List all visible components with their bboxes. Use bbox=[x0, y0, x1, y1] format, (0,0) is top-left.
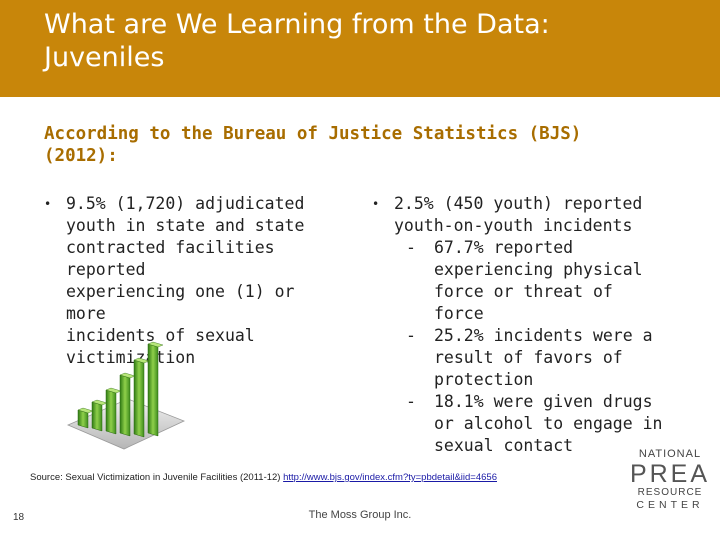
chart-bar bbox=[133, 359, 145, 438]
left-bullet: • 9.5% (1,720) adjudicated youth in stat… bbox=[44, 193, 344, 369]
slide-title: What are We Learning from the Data: Juve… bbox=[44, 8, 684, 74]
sub-bullet-item: - 67.7% reported experiencing physical f… bbox=[406, 237, 672, 325]
bullet-line: 2.5% (450 youth) reported bbox=[394, 194, 643, 213]
sub-bullet-line: result of favors of bbox=[434, 348, 623, 367]
page-number: 18 bbox=[13, 512, 25, 523]
source-citation: Source: Sexual Victimization in Juvenile… bbox=[30, 472, 497, 483]
subtitle-line: (2012): bbox=[44, 146, 118, 166]
chart-bars bbox=[77, 343, 159, 438]
chart-bar bbox=[91, 401, 103, 432]
chart-bar-tops bbox=[77, 341, 164, 414]
source-link[interactable]: http://www.bjs.gov/index.cfm?ty=pbdetail… bbox=[283, 472, 497, 483]
sub-bullet-text: 18.1% were given drugs or alcohol to eng… bbox=[434, 391, 662, 457]
slide-title-line: Juveniles bbox=[44, 42, 165, 73]
sub-bullet-line: force or threat of force bbox=[434, 282, 613, 323]
dash-marker: - bbox=[406, 326, 416, 345]
logo-line: CENTER bbox=[636, 499, 704, 511]
sub-bullet-line: experiencing physical bbox=[434, 260, 643, 279]
bullet-line: victimization bbox=[66, 348, 196, 367]
bullet-item: • 2.5% (450 youth) reported youth-on-you… bbox=[372, 193, 672, 237]
chart-bar-top bbox=[77, 407, 94, 414]
sub-bullet-line: protection bbox=[434, 370, 534, 389]
chart-bar-top bbox=[147, 341, 164, 348]
bullet-text: 9.5% (1,720) adjudicated youth in state … bbox=[66, 193, 344, 369]
title-banner: What are We Learning from the Data: Juve… bbox=[0, 0, 720, 97]
chart-bar bbox=[147, 343, 159, 437]
subtitle-line: According to the Bureau of Justice Stati… bbox=[44, 124, 582, 144]
sub-bullet-item: - 25.2% incidents were a result of favor… bbox=[406, 325, 672, 391]
chart-bar bbox=[105, 389, 117, 435]
bullet-line: contracted facilities reported bbox=[66, 238, 275, 279]
logo-line: RESOURCE bbox=[637, 487, 703, 498]
bullet-line: experiencing one (1) or more bbox=[66, 282, 295, 323]
bullet-line: youth-on-youth incidents bbox=[394, 216, 633, 235]
prea-logo: NATIONAL PREA RESOURCE CENTER bbox=[628, 448, 712, 512]
right-bullet: • 2.5% (450 youth) reported youth-on-you… bbox=[372, 193, 672, 457]
logo-line: NATIONAL bbox=[638, 448, 702, 460]
source-text: Source: Sexual Victimization in Juvenile… bbox=[30, 472, 284, 483]
sub-bullet-text: 25.2% incidents were a result of favors … bbox=[434, 325, 653, 391]
bar-chart-illustration bbox=[66, 341, 186, 450]
chart-bar-top bbox=[105, 387, 122, 394]
footer-org: The Moss Group Inc. bbox=[308, 509, 412, 521]
dash-marker: - bbox=[406, 392, 416, 411]
bullet-text: 2.5% (450 youth) reported youth-on-youth… bbox=[394, 193, 642, 237]
sub-bullet-line: sexual contact bbox=[434, 436, 574, 455]
dash-marker: - bbox=[406, 238, 416, 257]
sub-bullet-text: 67.7% reported experiencing physical for… bbox=[434, 237, 672, 325]
sub-bullet-line: 18.1% were given drugs bbox=[434, 392, 653, 411]
chart-bar-top bbox=[133, 357, 150, 364]
sub-bullet-item: - 18.1% were given drugs or alcohol to e… bbox=[406, 391, 672, 457]
slide-subtitle: According to the Bureau of Justice Stati… bbox=[44, 123, 684, 167]
bullet-line: youth in state and state bbox=[66, 216, 305, 235]
bullet-marker: • bbox=[372, 197, 380, 211]
bullet-marker: • bbox=[44, 197, 52, 211]
logo-line: PREA bbox=[629, 460, 711, 488]
sub-bullet-line: 25.2% incidents were a bbox=[434, 326, 653, 345]
chart-bar-top bbox=[119, 372, 136, 379]
slide-title-line: What are We Learning from the Data: bbox=[44, 9, 550, 40]
bullet-item: • 9.5% (1,720) adjudicated youth in stat… bbox=[44, 193, 344, 369]
bullet-line: 9.5% (1,720) adjudicated bbox=[66, 194, 305, 213]
sub-bullet-line: or alcohol to engage in bbox=[434, 414, 663, 433]
chart-bar bbox=[119, 374, 131, 437]
sub-bullet-line: 67.7% reported bbox=[434, 238, 574, 257]
bullet-line: incidents of sexual bbox=[66, 326, 255, 345]
chart-bar-top bbox=[91, 399, 108, 406]
